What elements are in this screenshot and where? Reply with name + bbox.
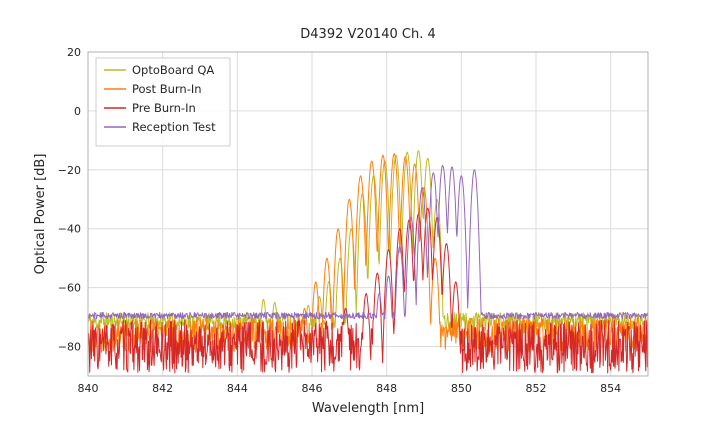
series-pre-burn-in <box>88 207 648 374</box>
legend-label: OptoBoard QA <box>132 63 214 77</box>
y-tick-label: −60 <box>58 282 81 295</box>
data-series <box>88 150 648 374</box>
y-tick-label: −40 <box>58 223 81 236</box>
x-tick-label: 848 <box>376 382 397 395</box>
x-tick-label: 854 <box>600 382 621 395</box>
y-tick-label: −20 <box>58 164 81 177</box>
x-tick-label: 844 <box>227 382 248 395</box>
legend-label: Reception Test <box>132 120 216 134</box>
y-tick-label: −80 <box>58 341 81 354</box>
tick-labels: 840 842 844 846 848 850 852 854 20 0 −20 −40 −60 −80 <box>58 46 621 395</box>
chart-title: D4392 V20140 Ch. 4 <box>300 27 435 42</box>
x-tick-label: 842 <box>152 382 173 395</box>
legend: OptoBoard QA Post Burn-In Pre Burn-In Recep… <box>95 57 231 147</box>
y-axis-label: Optical Power [dB] <box>33 154 48 275</box>
x-tick-label: 846 <box>302 382 323 395</box>
x-tick-label: 850 <box>451 382 472 395</box>
y-tick-label: 0 <box>74 105 81 118</box>
axes-frame <box>87 51 649 377</box>
legend-label: Pre Burn-In <box>132 101 196 115</box>
x-axis-label: Wavelength [nm] <box>312 401 424 416</box>
x-tick-label: 852 <box>526 382 547 395</box>
x-tick-label: 840 <box>78 382 99 395</box>
legend-box <box>95 57 231 147</box>
y-tick-label: 20 <box>67 46 81 59</box>
series-reception-test <box>88 165 648 320</box>
legend-label: Post Burn-In <box>132 82 202 96</box>
